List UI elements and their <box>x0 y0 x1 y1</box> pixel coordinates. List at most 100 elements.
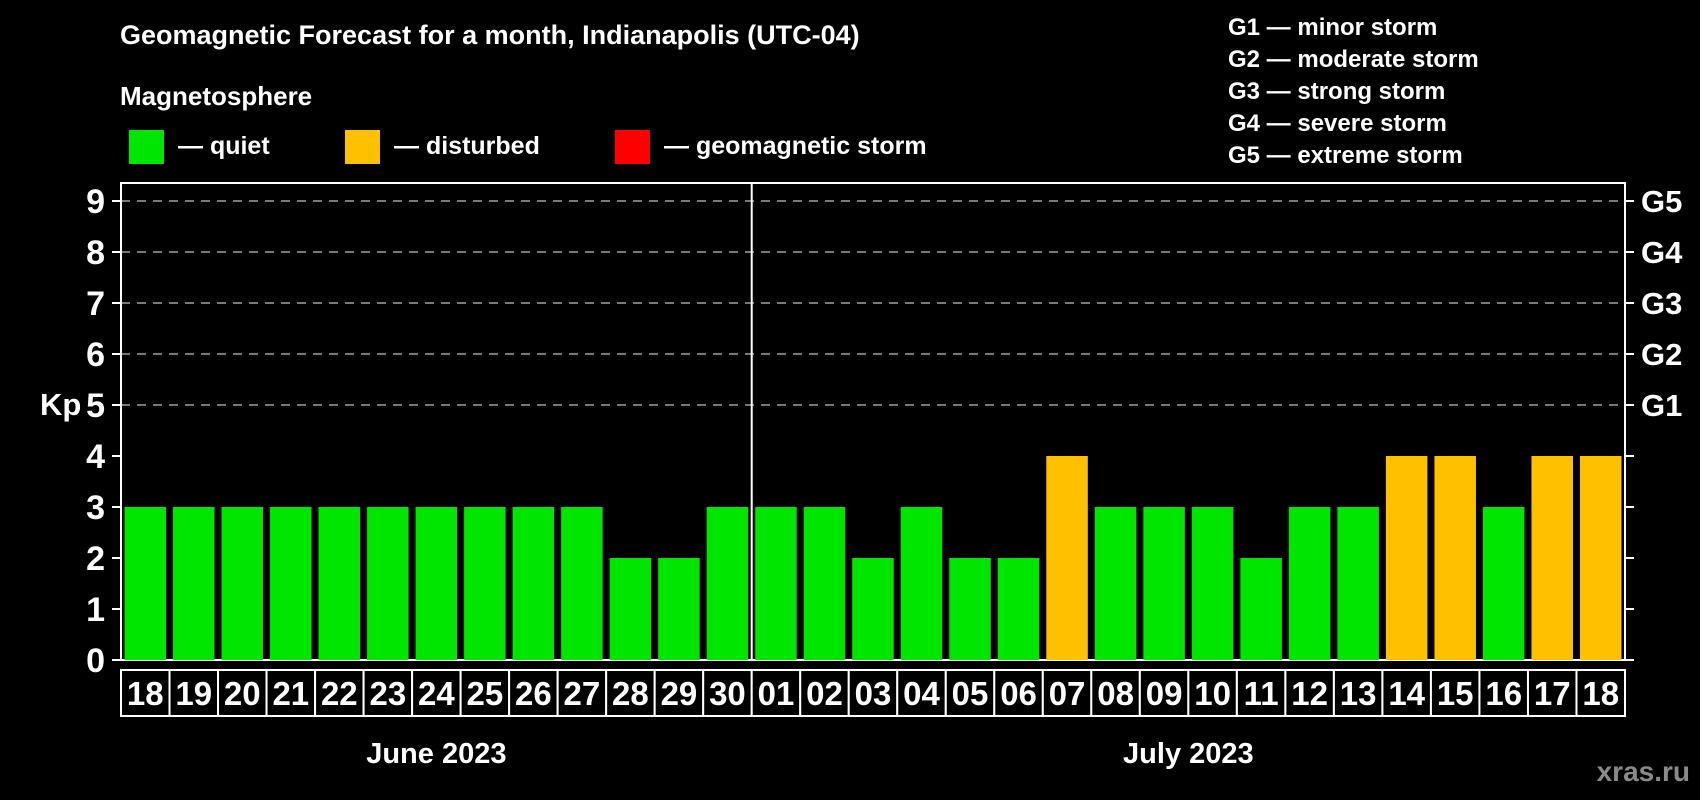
g-scale-legend: G1 — minor storm G2 — moderate storm G3 … <box>1228 12 1479 172</box>
g-scale-label: G3 <box>1641 286 1682 321</box>
g-scale-label: G4 <box>1641 235 1683 270</box>
day-label: 06 <box>1000 675 1037 712</box>
day-label-box <box>1575 669 1627 717</box>
kp-bar-day-21 <box>270 507 312 660</box>
g3-legend-line: G3 — strong storm <box>1228 78 1446 105</box>
day-label-box <box>556 669 608 717</box>
kp-bar-day-05 <box>949 558 991 660</box>
day-label: 30 <box>709 675 746 712</box>
day-label-box <box>1187 669 1238 717</box>
day-label: 08 <box>1097 675 1134 712</box>
y-axis-title: Kp <box>40 387 81 422</box>
day-label: 01 <box>758 675 795 712</box>
day-label: 09 <box>1146 675 1183 712</box>
kp-bar-day-20 <box>221 507 264 660</box>
day-label: 10 <box>1194 675 1231 712</box>
day-label-box <box>1284 669 1335 717</box>
day-label-box <box>459 669 511 717</box>
disturbed-legend-label: — disturbed <box>394 132 540 160</box>
day-label: 03 <box>855 675 892 712</box>
y-tick-label: 4 <box>86 438 105 476</box>
day-label: 14 <box>1388 675 1425 712</box>
g2-legend-line: G2 — moderate storm <box>1228 46 1479 73</box>
day-label-box <box>1429 669 1481 717</box>
day-label-box <box>265 669 317 717</box>
kp-bar-day-18 <box>1579 456 1622 660</box>
day-label-box <box>1526 669 1578 717</box>
y-tick-label: 2 <box>86 540 105 578</box>
day-label: 23 <box>369 675 406 712</box>
day-label: 27 <box>564 675 601 712</box>
kp-bar-day-27 <box>561 507 603 660</box>
day-label-box <box>799 669 850 717</box>
kp-bar-day-09 <box>1143 507 1185 660</box>
kp-bar-day-10 <box>1191 507 1234 660</box>
day-label: 19 <box>175 675 212 712</box>
y-tick-label: 5 <box>86 387 105 425</box>
kp-bar-day-25 <box>464 507 506 660</box>
y-tick-label: 9 <box>86 183 105 221</box>
kp-bar-day-03 <box>852 558 894 660</box>
kp-bar-day-17 <box>1531 456 1573 660</box>
kp-bar-day-01 <box>755 507 797 660</box>
y-tick-label: 6 <box>86 336 105 374</box>
g5-legend-line: G5 — extreme storm <box>1228 142 1463 169</box>
g1-legend-line: G1 — minor storm <box>1228 14 1438 41</box>
day-label: 25 <box>467 675 504 712</box>
kp-bar-day-23 <box>367 507 409 660</box>
day-label: 20 <box>224 675 261 712</box>
chart-title: Geomagnetic Forecast for a month, Indian… <box>120 20 860 50</box>
day-label: 21 <box>272 675 309 712</box>
quiet-color-swatch <box>129 130 164 164</box>
g4-legend-line: G4 — severe storm <box>1228 110 1447 137</box>
day-label-box <box>217 669 268 717</box>
day-label: 05 <box>952 675 989 712</box>
storm-legend-label: — geomagnetic storm <box>664 132 927 160</box>
kp-bar-day-13 <box>1337 507 1379 660</box>
kp-bar-day-04 <box>900 507 943 660</box>
day-label-box <box>1235 669 1287 717</box>
day-label-box <box>314 669 365 717</box>
day-label: 13 <box>1340 675 1377 712</box>
month-label: July 2023 <box>1123 738 1254 770</box>
day-label-box <box>993 669 1044 717</box>
g-scale-label: G5 <box>1641 184 1682 219</box>
kp-bar-day-18 <box>124 507 167 660</box>
kp-bar-day-07 <box>1046 456 1088 660</box>
day-label: 26 <box>515 675 552 712</box>
day-label: 04 <box>903 675 940 712</box>
quiet-legend-label: — quiet <box>178 132 270 160</box>
disturbed-color-swatch <box>345 130 380 164</box>
day-label-box <box>168 669 220 717</box>
day-label-box <box>1381 669 1432 717</box>
kp-bar-day-24 <box>415 507 458 660</box>
day-label: 02 <box>806 675 843 712</box>
y-tick-label: 7 <box>86 285 105 323</box>
kp-bar-day-12 <box>1288 507 1331 660</box>
g-scale-label: G1 <box>1641 388 1682 423</box>
kp-bar-day-08 <box>1094 507 1137 660</box>
y-tick-label: 1 <box>86 591 105 629</box>
kp-bar-day-15 <box>1434 456 1476 660</box>
y-tick-label: 0 <box>86 642 105 680</box>
watermark: xras.ru <box>1596 756 1690 787</box>
day-label: 29 <box>661 675 698 712</box>
day-label: 18 <box>127 675 164 712</box>
magnetosphere-label: Magnetosphere <box>120 81 313 111</box>
day-label: 11 <box>1244 675 1279 712</box>
day-label-box <box>1478 669 1529 717</box>
day-label: 17 <box>1534 675 1571 712</box>
y-tick-label: 8 <box>86 234 105 272</box>
day-label: 18 <box>1582 675 1619 712</box>
kp-bar-day-26 <box>512 507 555 660</box>
storm-color-swatch <box>615 130 650 164</box>
day-label-box <box>944 669 996 717</box>
kp-bar-day-19 <box>173 507 215 660</box>
day-label: 24 <box>418 675 455 712</box>
day-label: 12 <box>1291 675 1328 712</box>
day-label: 07 <box>1049 675 1086 712</box>
day-label: 16 <box>1485 675 1522 712</box>
kp-bar-day-02 <box>803 507 846 660</box>
